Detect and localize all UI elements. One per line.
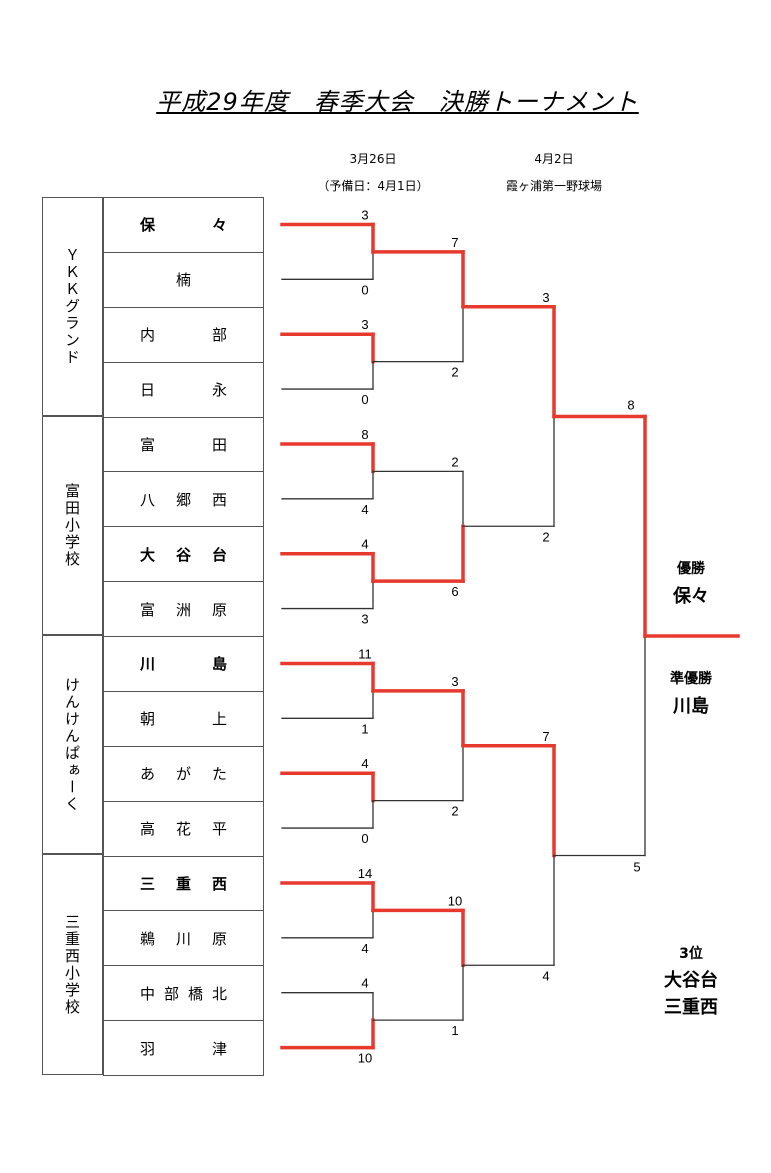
score-label: 10	[448, 893, 462, 908]
team-name-char: 谷	[175, 545, 191, 564]
team-name-char: 富	[140, 435, 156, 454]
team-cell: 八郷 西	[103, 471, 264, 528]
team-name-char: 楠	[175, 271, 191, 290]
team-name-char: 重	[175, 874, 191, 893]
score-label: 8	[361, 427, 368, 442]
team-name-char: 大	[140, 545, 156, 564]
team-name-char: 上	[211, 710, 227, 729]
team-name-char: 保	[140, 216, 156, 235]
score-label: 0	[361, 392, 368, 407]
score-label: 2	[451, 804, 458, 819]
score-label: 3	[451, 674, 458, 689]
score-label: 3	[361, 612, 368, 627]
runner-up-label: 準優勝	[670, 671, 712, 687]
venue-name: 富田小学校	[63, 483, 81, 568]
team-name-char: 日	[140, 381, 156, 400]
team-name-char: 富	[140, 600, 156, 619]
team-name-char: 朝	[140, 710, 156, 729]
venue-cell: 三重西小学校	[42, 854, 103, 1075]
score-label: 6	[451, 584, 458, 599]
score-label: 4	[361, 756, 368, 771]
score-label: 4	[542, 968, 549, 983]
round1-date: 3月26日	[349, 152, 397, 166]
team-name-char: 々	[211, 216, 227, 235]
score-label: 4	[361, 502, 368, 517]
team-name-char: 洲	[175, 600, 191, 619]
venue-cell: けんけんぱぁーく	[42, 635, 103, 854]
team-cell: 羽津	[103, 1020, 264, 1076]
team-name-char: 三	[140, 874, 156, 893]
score-label: 2	[451, 365, 458, 380]
score-label: 0	[361, 282, 368, 297]
round2-date: 4月2日	[534, 152, 574, 166]
round1-note: （予備日：4月1日）	[317, 179, 429, 193]
team-name-char: 田	[211, 435, 227, 454]
team-name-char: 台	[211, 545, 227, 564]
runner-up-name: 川島	[673, 696, 709, 717]
third-place-label: 3位	[679, 946, 703, 962]
team-name-char: 羽	[140, 1039, 156, 1058]
score-label: 4	[361, 976, 368, 991]
third-place-team: 三重西	[664, 997, 718, 1018]
team-name-char: た	[211, 765, 227, 784]
score-label: 4	[361, 941, 368, 956]
team-name-char: 北	[211, 984, 227, 1003]
venue-name: 三重西小学校	[63, 913, 81, 1016]
venue-cell: 富田小学校	[42, 416, 103, 635]
team-name-char: 橋	[187, 984, 203, 1003]
champion-name: 保々	[673, 586, 709, 607]
third-place-team: 大谷台	[664, 970, 718, 991]
score-label: 3	[361, 317, 368, 332]
team-name-char: 西	[211, 490, 227, 509]
team-name-char: が	[175, 765, 191, 784]
score-label: 3	[361, 207, 368, 222]
team-name-char: 原	[211, 929, 227, 948]
team-name-char: 八	[140, 490, 156, 509]
venue-name: けんけんぱぁーく	[63, 676, 81, 813]
score-label: 2	[451, 454, 458, 469]
venue-name: ＹＫＫグランド	[63, 247, 81, 366]
score-label: 7	[542, 729, 549, 744]
score-label: 8	[627, 398, 634, 413]
team-name-char: 津	[211, 1039, 227, 1058]
team-name-char: 川	[175, 929, 191, 948]
score-label: 7	[451, 235, 458, 250]
team-name-char: あ	[140, 765, 156, 784]
team-name-char: 川	[140, 655, 156, 674]
round2-venue: 霞ヶ浦第一野球場	[505, 179, 602, 193]
team-cell: 保々	[103, 197, 264, 253]
team-name-char: 部	[163, 984, 179, 1003]
score-label: 0	[361, 831, 368, 846]
score-label: 11	[358, 646, 372, 661]
team-name-char: 花	[175, 820, 191, 839]
team-name-char: 原	[211, 600, 227, 619]
score-label: 1	[451, 1023, 458, 1038]
score-label: 14	[358, 866, 372, 881]
page-title: 平成29年度 春季大会 決勝トーナメント	[156, 88, 639, 116]
team-name-char: 平	[211, 820, 227, 839]
score-label: 4	[361, 537, 368, 552]
score-label: 10	[358, 1051, 372, 1066]
team-name-char: 西	[211, 874, 227, 893]
team-name-char: 中	[140, 984, 156, 1003]
team-name-char: 高	[140, 820, 156, 839]
score-label: 2	[542, 529, 549, 544]
score-label: 5	[633, 860, 640, 875]
champion-label: 優勝	[677, 561, 705, 577]
team-name-char: 島	[211, 655, 227, 674]
team-name-char: 内	[140, 326, 156, 345]
score-label: 1	[361, 721, 368, 736]
score-label: 3	[542, 290, 549, 305]
team-name-char: 郷	[175, 490, 191, 509]
team-name-char: 部	[211, 326, 227, 345]
team-name-char: 永	[211, 381, 227, 400]
team-name-char: 鵜	[140, 929, 156, 948]
venue-cell: ＹＫＫグランド	[42, 197, 103, 416]
